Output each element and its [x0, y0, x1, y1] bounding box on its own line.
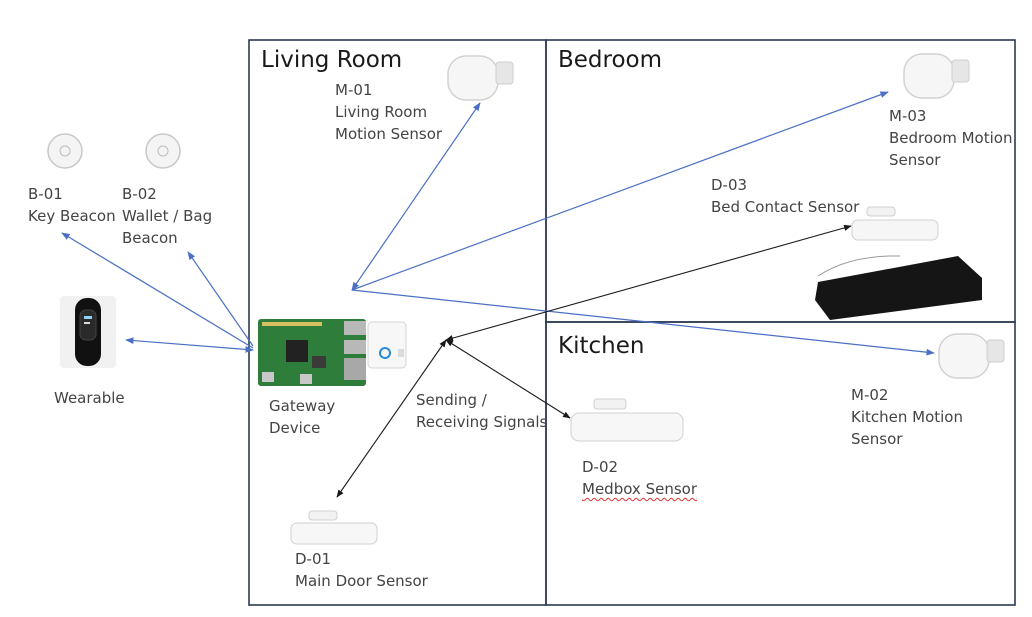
m01-id: M-01: [335, 81, 373, 99]
b01-id: B-01: [28, 185, 63, 203]
signal-arrow-d02: [445, 339, 571, 419]
m02-line2: Sensor: [851, 430, 903, 448]
kitchen-title: Kitchen: [558, 333, 645, 359]
living-room-title: Living Room: [261, 47, 403, 73]
signals-line1: Sending /: [416, 391, 487, 409]
m02-motion-sensor-icon: [938, 333, 1005, 379]
signal-arrow-d01: [336, 339, 447, 498]
d01-name: Main Door Sensor: [295, 572, 428, 590]
arrow-gateway-to-wallet-beacon: [187, 251, 254, 347]
d01-contact-sensor-icon: [290, 510, 378, 545]
m01-label: M-01 Living Room Motion Sensor: [335, 79, 442, 145]
gateway-label: Gateway Device: [269, 395, 335, 439]
b02-id: B-02: [122, 185, 157, 203]
bedroom-title: Bedroom: [558, 47, 663, 73]
d03-label: D-03 Bed Contact Sensor: [711, 174, 859, 218]
m02-label: M-02 Kitchen Motion Sensor: [851, 384, 963, 450]
arrow-hub-to-m03: [351, 91, 889, 291]
m03-id: M-03: [889, 107, 927, 125]
d01-id: D-01: [295, 550, 332, 568]
wearable-band-icon: [60, 296, 116, 368]
d02-name: Medbox Sensor: [582, 480, 697, 498]
arrow-gateway-to-key-beacon: [61, 232, 254, 349]
wallet-beacon-icon: [145, 133, 181, 169]
d03-name: Bed Contact Sensor: [711, 198, 860, 216]
m01-line1: Living Room: [335, 103, 428, 121]
bed-contact-pad-icon: [815, 255, 982, 320]
m01-line2: Motion Sensor: [335, 125, 443, 143]
m01-motion-sensor-icon: [447, 55, 514, 101]
b01-name: Key Beacon: [28, 207, 116, 225]
b02-label: B-02 Wallet / Bag Beacon: [122, 183, 212, 249]
d01-label: D-01 Main Door Sensor: [295, 548, 428, 592]
m03-line2: Sensor: [889, 151, 941, 169]
wearable-label: Wearable: [54, 389, 125, 407]
signals-label: Sending / Receiving Signals: [416, 389, 547, 433]
arrow-hub-to-m01: [351, 102, 481, 291]
b02-line1: Wallet / Bag: [122, 207, 213, 225]
gateway-line1: Gateway: [269, 397, 336, 415]
d02-id: D-02: [582, 458, 619, 476]
key-beacon-icon: [47, 133, 83, 169]
gateway-device-icon: [258, 319, 407, 386]
d03-id: D-03: [711, 176, 748, 194]
m03-label: M-03 Bedroom Motion Sensor: [889, 105, 1012, 171]
m02-id: M-02: [851, 386, 889, 404]
m03-line1: Bedroom Motion: [889, 129, 1013, 147]
b02-line2: Beacon: [122, 229, 178, 247]
signals-line2: Receiving Signals: [416, 413, 548, 431]
m03-motion-sensor-icon: [903, 53, 970, 99]
d03-contact-sensor-icon: [851, 206, 939, 241]
gateway-line2: Device: [269, 419, 321, 437]
arrow-gateway-to-wearable: [125, 337, 254, 353]
b01-label: B-01 Key Beacon: [28, 183, 116, 227]
d02-label: D-02 Medbox Sensor: [582, 456, 697, 500]
d02-contact-sensor-icon: [570, 398, 684, 442]
m02-line1: Kitchen Motion: [851, 408, 963, 426]
signal-arrow-d03: [445, 224, 852, 342]
